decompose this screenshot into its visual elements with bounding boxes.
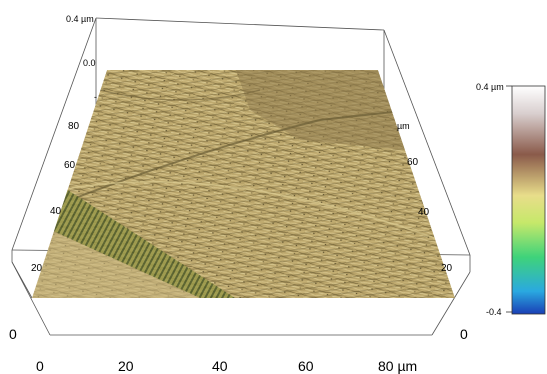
origin-left-label: 0 — [9, 326, 17, 342]
origin-right-label: 0 — [460, 326, 468, 342]
inner-left-tick-80: 80 — [68, 121, 80, 132]
x-tick-40: 40 — [212, 358, 228, 374]
inner-right-tick-60: 60 — [407, 157, 419, 168]
height-map-surface — [32, 70, 455, 298]
inner-left-tick-60: 60 — [64, 160, 76, 171]
x-tick-0: 0 — [36, 358, 44, 374]
inner-left-partial-tick: - — [94, 92, 97, 102]
colorbar-min-label: -0.4 — [486, 307, 502, 317]
inner-left-tick-40: 40 — [50, 206, 62, 217]
z-top-label: 0.4 µm — [66, 14, 94, 24]
inner-right-tick-20: 20 — [441, 263, 453, 274]
x-tick-80-um: 80 µm — [378, 358, 417, 374]
x-tick-20: 20 — [118, 358, 134, 374]
x-tick-60: 60 — [298, 358, 314, 374]
colorbar-max-label: 0.4 µm — [476, 82, 504, 92]
left-edge-tick-20: 20 — [31, 263, 43, 274]
inner-right-unit: µm — [397, 121, 410, 131]
color-scale-bar — [506, 85, 546, 315]
inner-right-tick-40: 40 — [418, 207, 430, 218]
z-inner-label: 0.0 — [83, 58, 96, 68]
